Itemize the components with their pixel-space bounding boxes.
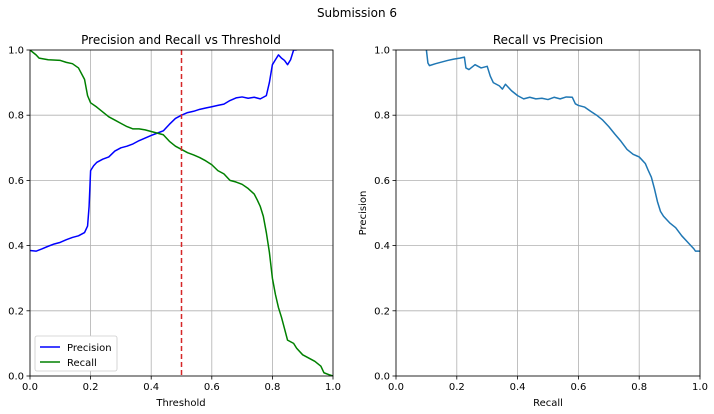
recall-precision-chart-ytick-label-2: 0.4 — [374, 241, 390, 252]
threshold-chart-series-precision — [30, 50, 297, 252]
recall-precision-chart-xtick-label-2: 0.4 — [510, 382, 526, 393]
recall-precision-chart-ytick-label-4: 0.8 — [374, 111, 390, 122]
threshold-chart-ytick-label-4: 0.8 — [8, 111, 24, 122]
threshold-chart-legend: Precision Recall — [34, 335, 118, 372]
recall-precision-chart-xtick-label-5: 1.0 — [692, 382, 708, 393]
threshold-chart-ytick-label-1: 0.2 — [8, 306, 24, 317]
threshold-chart-plot-area — [30, 50, 333, 376]
threshold-chart-xtick-label-3: 0.6 — [204, 382, 220, 393]
recall-precision-chart-xtick-label-1: 0.2 — [449, 382, 465, 393]
threshold-chart-series-recall — [30, 50, 333, 376]
legend-label-precision: Precision — [67, 343, 112, 354]
recall-precision-chart-xlabel: Recall — [533, 398, 563, 409]
recall-precision-chart-ytick-label-3: 0.6 — [374, 176, 390, 187]
recall-precision-chart-frame — [395, 49, 701, 377]
recall-precision-chart: Recall vs Precision 0.0 0.2 0.4 0.6 0.8 1.00.… — [358, 33, 708, 409]
recall-precision-chart-ytick-label-5: 1.0 — [374, 46, 390, 57]
recall-precision-chart-series-curve — [425, 50, 700, 252]
recall-precision-chart-title: Recall vs Precision — [493, 33, 603, 47]
threshold-chart-ticks: 0.0 0.2 0.4 0.6 0.8 1.0 0.0 0.2 0.4 0.6 0.8 1.0 — [8, 46, 341, 394]
recall-precision-chart-xtick-label-0: 0.0 — [388, 382, 404, 393]
recall-precision-chart-ytick-label-0: 0.0 — [374, 372, 390, 383]
threshold-chart: Precision and Recall vs Threshold 0.0 0.2… — [8, 33, 341, 409]
threshold-chart-ytick-label-3: 0.6 — [8, 176, 24, 187]
threshold-chart-ytick-label-0: 0.0 — [8, 372, 24, 383]
legend-label-recall: Recall — [67, 358, 97, 369]
threshold-chart-ytick-label-5: 1.0 — [8, 46, 24, 57]
threshold-chart-ytick-label-2: 0.4 — [8, 241, 24, 252]
recall-precision-chart-xtick-label-4: 0.8 — [631, 382, 647, 393]
threshold-chart-xtick-label-4: 0.8 — [264, 382, 280, 393]
threshold-chart-xlabel: Threshold — [155, 398, 205, 409]
recall-precision-chart-xtick-label-3: 0.6 — [570, 382, 586, 393]
threshold-chart-title: Precision and Recall vs Threshold — [81, 33, 281, 47]
threshold-chart-frame — [29, 49, 334, 377]
threshold-chart-xtick-label-1: 0.2 — [83, 382, 99, 393]
threshold-chart-xtick-label-2: 0.4 — [143, 382, 159, 393]
figure-suptitle: Submission 6 — [317, 6, 397, 20]
recall-precision-chart-ylabel: Precision — [358, 191, 369, 236]
threshold-chart-xtick-label-0: 0.0 — [22, 382, 38, 393]
recall-precision-chart-ticks: 0.0 0.2 0.4 0.6 0.8 1.0 0.0 0.2 0.4 0.6 0.8 1.0 — [374, 46, 708, 394]
threshold-chart-xtick-label-5: 1.0 — [325, 382, 341, 393]
recall-precision-chart-plot-area — [425, 50, 700, 252]
recall-precision-chart-ytick-label-1: 0.2 — [374, 306, 390, 317]
